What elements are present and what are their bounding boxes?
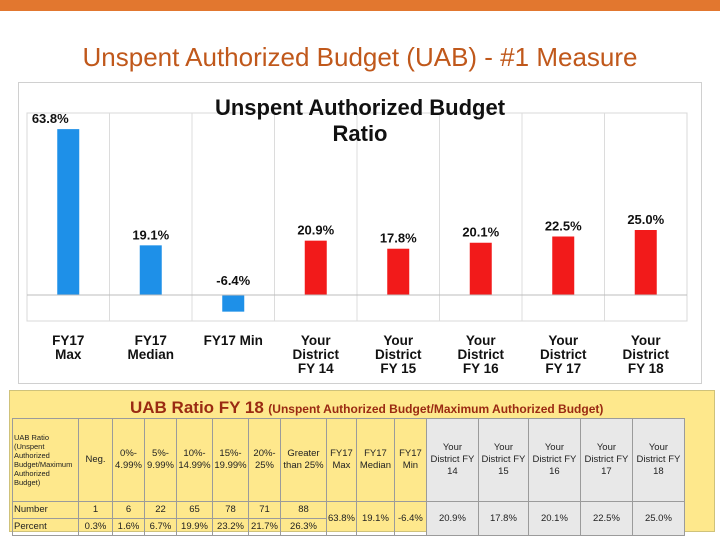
category-label: Your — [383, 333, 413, 348]
stat-district-fy15: 17.8% — [477, 501, 529, 536]
uab-ratio-table-panel: UAB Ratio FY 18 (Unspent Authorized Budg… — [9, 390, 715, 536]
header-20-25: 20%- 25% — [248, 418, 281, 502]
data-label: 17.8% — [380, 231, 417, 246]
category-label: FY 18 — [628, 361, 664, 376]
stat-district-fy18: 25.0% — [631, 501, 685, 536]
stat-district-fy16: 20.1% — [527, 501, 581, 536]
stat-fy17-min: -6.4% — [393, 501, 427, 536]
header-fy17-min: FY17 Min — [393, 418, 427, 502]
percent-b4: 23.2% — [212, 518, 249, 536]
number-b3: 65 — [176, 501, 213, 519]
bar — [552, 236, 575, 295]
header-0-4.99: 0%- 4.99% — [112, 418, 145, 502]
bar — [57, 129, 80, 295]
header-5-9.99: 5%- 9.99% — [144, 418, 177, 502]
number-neg: 1 — [78, 501, 113, 519]
stat-fy17-median: 19.1% — [355, 501, 395, 536]
percent-b2: 6.7% — [144, 518, 177, 536]
category-label: FY17 — [52, 333, 84, 348]
number-b1: 6 — [112, 501, 145, 519]
category-label: District — [375, 347, 422, 362]
header-district-fy18: Your District FY 18 — [631, 418, 685, 502]
header-greater-25: Greater than 25% — [280, 418, 327, 502]
percent-b5: 21.7% — [248, 518, 281, 536]
row-label-number: Number — [12, 501, 79, 519]
percent-b6: 26.3% — [280, 518, 327, 536]
header-fy17-max: FY17 Max — [326, 418, 357, 502]
table-row-number: Number 1 6 22 65 78 71 88 63.8% 19.1% -6… — [12, 501, 685, 536]
percent-b3: 19.9% — [176, 518, 213, 536]
stat-district-fy14: 20.9% — [425, 501, 479, 536]
table-title-main: UAB Ratio FY 18 — [130, 398, 264, 417]
category-label: FY17 — [135, 333, 167, 348]
category-label: FY 17 — [545, 361, 581, 376]
category-label: Median — [127, 347, 174, 362]
chart-title-line-2: Ratio — [333, 121, 388, 146]
data-label: 20.1% — [462, 225, 499, 240]
data-label: -6.4% — [216, 273, 250, 288]
category-label: District — [457, 347, 504, 362]
data-label: 22.5% — [545, 219, 582, 234]
table-row-percent: Percent 0.3% 1.6% 6.7% 19.9% 23.2% 21.7%… — [12, 518, 685, 536]
header-15-19.99: 15%- 19.99% — [212, 418, 249, 502]
row-header-cell: UAB Ratio (Unspent Authorized Budget/Max… — [12, 418, 79, 502]
category-label: FY 14 — [298, 361, 334, 376]
number-b5: 71 — [248, 501, 281, 519]
chart-canvas: Unspent Authorized BudgetRatio63.8%FY17M… — [26, 95, 688, 376]
category-label: FY 16 — [463, 361, 499, 376]
category-label: Your — [548, 333, 578, 348]
category-label: District — [622, 347, 669, 362]
category-label: Your — [301, 333, 331, 348]
slide-title: Unspent Authorized Budget (UAB) - #1 Mea… — [82, 42, 638, 72]
table-title: UAB Ratio FY 18 (Unspent Authorized Budg… — [130, 398, 603, 418]
data-label: 63.8% — [32, 111, 69, 126]
percent-neg: 0.3% — [78, 518, 113, 536]
chart-title-line-1: Unspent Authorized Budget — [215, 95, 506, 120]
category-label: Max — [55, 347, 82, 362]
number-b2: 22 — [144, 501, 177, 519]
top-accent-bar — [0, 0, 720, 11]
percent-b1: 1.6% — [112, 518, 145, 536]
bar — [139, 245, 162, 295]
header-district-fy15: Your District FY 15 — [477, 418, 529, 502]
category-label: Your — [466, 333, 496, 348]
header-district-fy16: Your District FY 16 — [527, 418, 581, 502]
number-b6: 88 — [280, 501, 327, 519]
bar — [222, 295, 245, 312]
number-b4: 78 — [212, 501, 249, 519]
header-district-fy17: Your District FY 17 — [579, 418, 633, 502]
header-10-14.99: 10%- 14.99% — [176, 418, 213, 502]
header-fy17-median: FY17 Median — [355, 418, 395, 502]
table-title-sub: (Unspent Authorized Budget/Maximum Autho… — [268, 402, 604, 416]
header-district-fy14: Your District FY 14 — [425, 418, 479, 502]
stat-fy17-max: 63.8% — [326, 501, 357, 536]
category-label: District — [292, 347, 339, 362]
data-label: 20.9% — [297, 223, 334, 238]
bar — [634, 230, 657, 295]
category-label: Your — [631, 333, 661, 348]
table-header-row: UAB Ratio (Unspent Authorized Budget/Max… — [12, 418, 685, 502]
header-neg: Neg. — [78, 418, 113, 502]
category-label: FY17 Min — [204, 333, 263, 348]
uab-ratio-table: UAB Ratio (Unspent Authorized Budget/Max… — [12, 418, 685, 536]
bar — [387, 248, 410, 295]
uab-ratio-chart: Unspent Authorized Budget Ratio 63.8% FY17 M… — [18, 82, 702, 384]
bar — [304, 240, 327, 295]
category-label: FY 15 — [380, 361, 416, 376]
row-label-percent: Percent — [12, 518, 79, 536]
data-label: 25.0% — [627, 212, 664, 227]
data-label: 19.1% — [132, 227, 169, 242]
category-label: District — [540, 347, 587, 362]
stat-district-fy17: 22.5% — [579, 501, 633, 536]
bar — [469, 242, 492, 295]
